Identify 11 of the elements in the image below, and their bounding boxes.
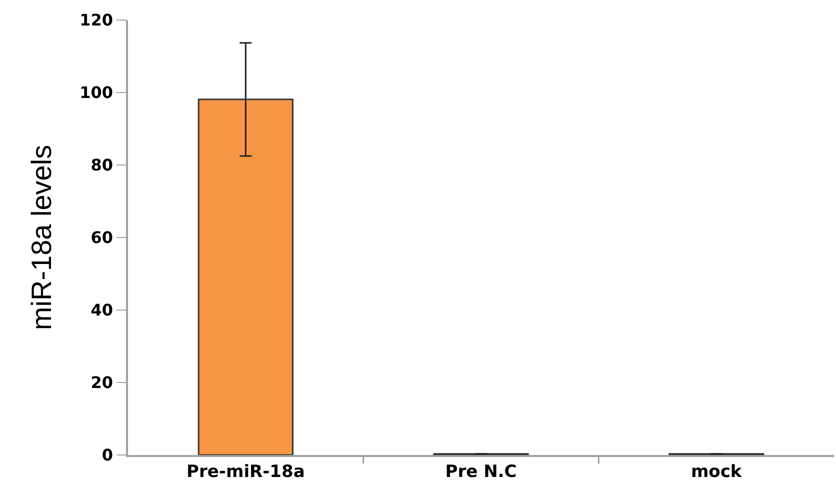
y-tick-label: 80 [90, 156, 114, 175]
x-tick-label: mock [690, 462, 742, 482]
x-tick-label: Pre N.C [445, 462, 517, 482]
y-tick-label: 40 [90, 300, 114, 320]
y-tick-label: 0 [102, 446, 114, 465]
y-axis-title: miR-18a levels [26, 144, 57, 330]
y-tick-label: 120 [80, 10, 114, 30]
y-tick-label: 100 [80, 83, 114, 102]
y-tick-label: 60 [90, 228, 114, 248]
x-tick-label: Pre-miR-18a [186, 462, 305, 482]
y-tick-label: 20 [90, 373, 114, 392]
